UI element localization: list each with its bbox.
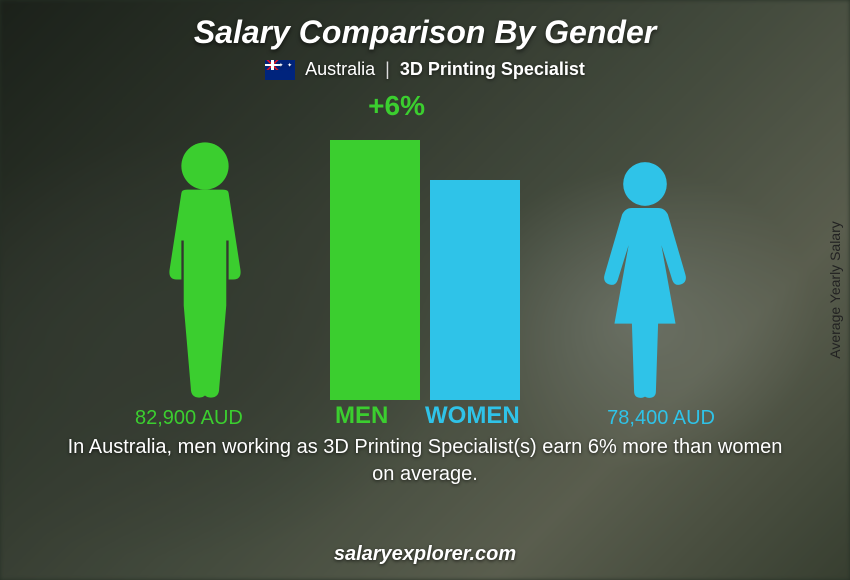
australia-flag-icon <box>265 60 295 80</box>
men-salary-value: 82,900 AUD <box>135 407 243 430</box>
men-label: MEN <box>335 402 388 430</box>
women-salary-bar <box>430 180 520 400</box>
subtitle-row: Australia | 3D Printing Specialist <box>265 59 585 80</box>
salary-chart: +6% 82,900 AUD MEN WOMEN 78,400 AUD <box>105 90 745 430</box>
difference-percent-label: +6% <box>368 90 425 122</box>
side-axis-label-wrap: Average Yearly Salary <box>820 0 850 580</box>
subtitle-separator: | <box>385 59 390 80</box>
page-title: Salary Comparison By Gender <box>194 14 656 51</box>
male-person-icon <box>145 140 265 400</box>
side-axis-label: Average Yearly Salary <box>827 221 843 359</box>
job-title-label: 3D Printing Specialist <box>400 59 585 80</box>
men-salary-bar <box>330 140 420 400</box>
female-person-icon <box>585 160 705 400</box>
infographic-content: Salary Comparison By Gender Australia | … <box>0 0 850 580</box>
description-text: In Australia, men working as 3D Printing… <box>65 434 785 488</box>
women-label: WOMEN <box>425 402 520 430</box>
women-salary-value: 78,400 AUD <box>607 407 715 430</box>
country-label: Australia <box>305 59 375 80</box>
source-footer: salaryexplorer.com <box>0 543 850 566</box>
